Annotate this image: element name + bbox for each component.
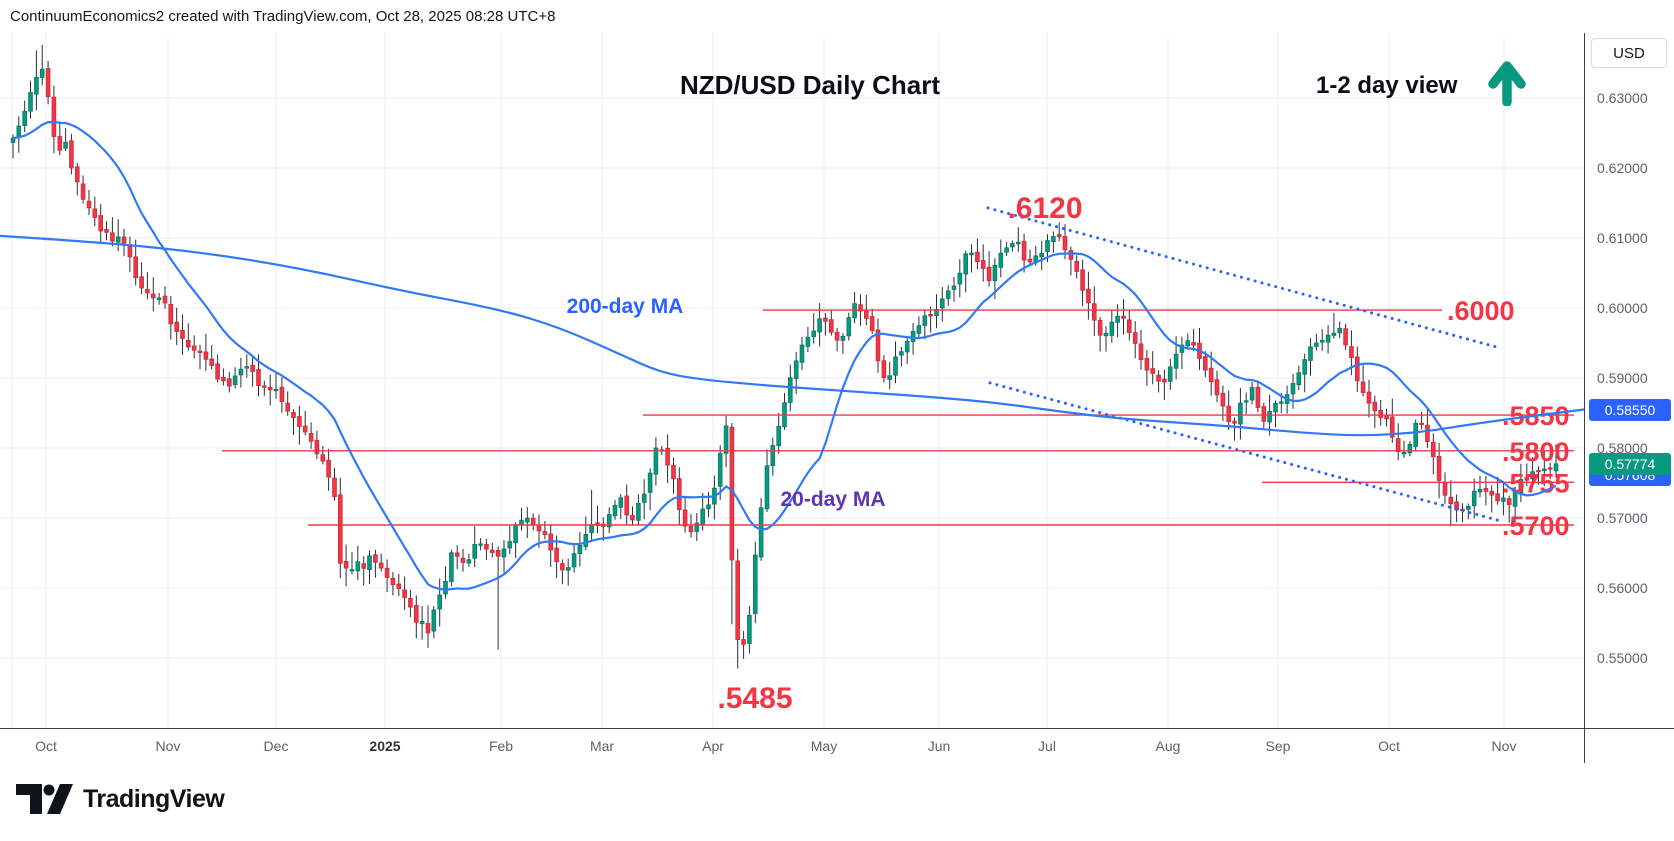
time-axis-label: Nov	[1491, 738, 1517, 754]
level-label: .5800	[1502, 437, 1570, 467]
price-tick-label: 0.60000	[1597, 300, 1648, 316]
time-axis-label: 2025	[369, 738, 401, 754]
price-tick-label: 0.58000	[1597, 440, 1648, 456]
time-axis-label: Sep	[1265, 738, 1291, 754]
chart-title: NZD/USD Daily Chart	[679, 70, 941, 100]
ma-200-label: 200-day MA	[567, 295, 684, 318]
last-price-badge: 0.57774	[1589, 452, 1671, 475]
ma-200-line[interactable]	[0, 234, 1584, 437]
tradingview-logo[interactable]: TradingView	[16, 784, 225, 814]
time-axis-label: Feb	[488, 738, 514, 754]
up-arrow-icon[interactable]	[1484, 54, 1530, 106]
time-axis-label: Aug	[1155, 738, 1181, 754]
time-axis-label: Mar	[589, 738, 615, 754]
time-axis-label: Jun	[927, 738, 951, 754]
view-note-label: 1-2 day view	[1316, 72, 1458, 99]
tradingview-logo-icon	[16, 784, 73, 814]
time-axis-separator	[0, 728, 1674, 729]
chart-credit: ContinuumEconomics2 created with Trading…	[10, 8, 556, 25]
price-tick-label: 0.61000	[1597, 230, 1648, 246]
currency-button[interactable]: USD	[1591, 38, 1667, 68]
time-axis-label: Apr	[702, 738, 724, 754]
time-axis-label: Dec	[263, 738, 289, 754]
price-axis[interactable]: USD 0.63000 0.62000 0.61000 0.60000 0.59000 0…	[1584, 33, 1674, 763]
trendlines[interactable]	[986, 206, 1502, 523]
time-axis-label: Oct	[1378, 738, 1400, 754]
price-tick-label: 0.57000	[1597, 510, 1648, 526]
level-label: .5700	[1502, 511, 1570, 541]
support-annotation-5485: .5485	[717, 682, 792, 715]
ma-20-line[interactable]	[12, 120, 1557, 591]
grid	[0, 33, 1584, 728]
price-tick-label: 0.55000	[1597, 650, 1648, 666]
price-tick-label: 0.59000	[1597, 370, 1648, 386]
time-axis-label: Oct	[35, 738, 57, 754]
support-resistance-levels[interactable]: .6000.5850.5800.5755.5700	[222, 296, 1574, 541]
tradingview-logo-text: TradingView	[83, 784, 225, 813]
candlestick-series[interactable]	[10, 44, 1559, 669]
ma-20-label: 20-day MA	[780, 488, 885, 511]
price-tick-label: 0.63000	[1597, 90, 1648, 106]
time-axis[interactable]: Oct Nov Dec 2025 Feb Mar Apr May Jun Jul Aug Sep Oct…	[0, 729, 1584, 763]
time-axis-label: Nov	[155, 738, 181, 754]
time-axis-label: May	[810, 738, 838, 754]
price-tick-label: 0.56000	[1597, 580, 1648, 596]
resistance-annotation-6120: .6120	[1007, 192, 1082, 225]
time-axis-label: Jul	[1038, 738, 1056, 754]
price-tick-label: 0.62000	[1597, 160, 1648, 176]
lower-channel-line[interactable]	[988, 381, 1502, 523]
candlestick-chart[interactable]: .6000.5850.5800.5755.5700 .6120 .5485 200-d…	[0, 33, 1584, 728]
level-label: .6000	[1447, 296, 1515, 326]
upper-channel-line[interactable]	[986, 206, 1499, 349]
ma200-price-badge: 0.58550	[1589, 398, 1671, 421]
